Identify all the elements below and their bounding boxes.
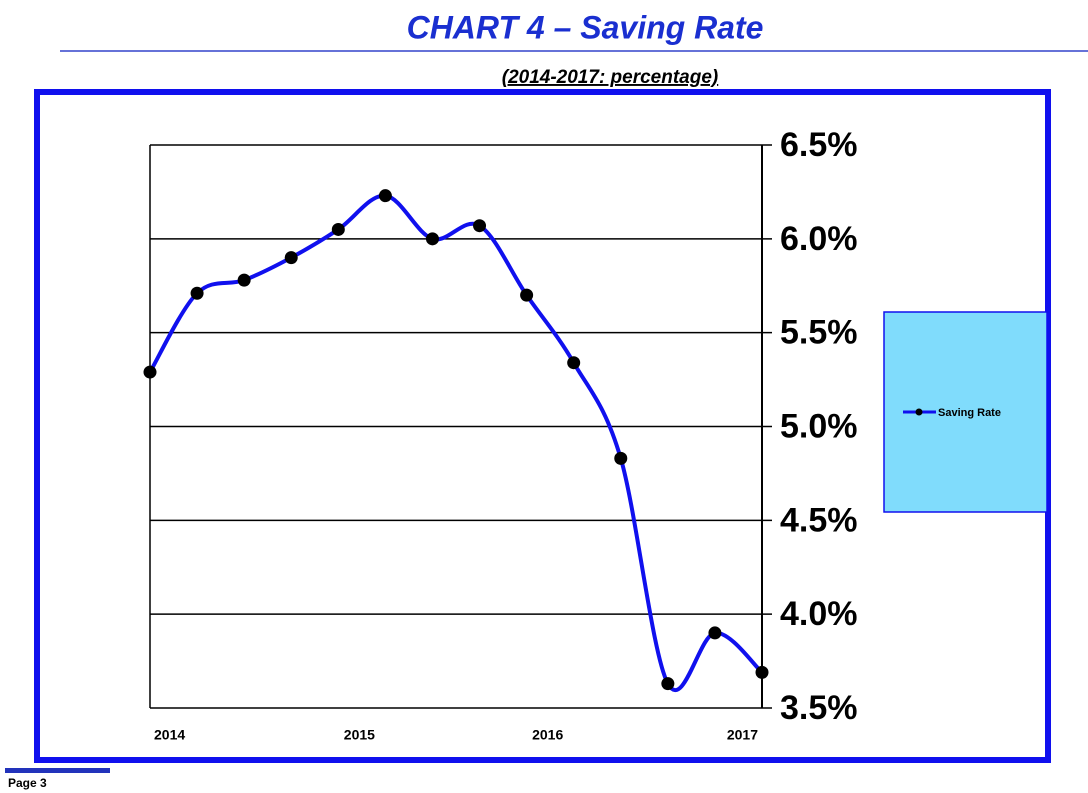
chart-subtitle: (2014-2017: percentage) xyxy=(502,67,719,88)
y-tick-label: 4.5% xyxy=(780,501,858,539)
point-marker xyxy=(661,677,675,691)
point-marker xyxy=(520,288,534,302)
x-tick-label: 2016 xyxy=(532,727,563,743)
page-number: Page 3 xyxy=(8,776,47,790)
point-marker xyxy=(331,222,345,236)
chart-title: CHART 4 – Saving Rate xyxy=(407,9,764,45)
y-tick-label: 6.0% xyxy=(780,220,858,258)
y-tick-label: 5.5% xyxy=(780,314,858,352)
series-line xyxy=(148,193,764,693)
point-marker xyxy=(143,365,157,379)
point-marker xyxy=(473,219,487,233)
point-marker xyxy=(237,273,251,287)
y-tick-label: 4.0% xyxy=(780,595,858,633)
x-tick-label: 2015 xyxy=(344,727,375,743)
legend-label: Saving Rate xyxy=(938,407,1001,419)
point-marker xyxy=(614,451,628,465)
footer-bar xyxy=(5,768,110,773)
point-marker xyxy=(755,665,769,679)
point-marker xyxy=(425,232,439,246)
legend-marker xyxy=(915,408,923,416)
y-tick-label: 6.5% xyxy=(780,126,858,164)
x-tick-label: 2017 xyxy=(727,727,758,743)
y-tick-label: 3.5% xyxy=(780,689,858,727)
point-marker xyxy=(378,189,392,203)
point-marker xyxy=(284,251,298,265)
point-marker xyxy=(567,356,581,370)
y-tick-label: 5.0% xyxy=(780,407,858,445)
frame xyxy=(34,89,1051,763)
x-tick-label: 2014 xyxy=(154,727,185,743)
point-marker xyxy=(708,626,722,640)
point-marker xyxy=(190,286,204,300)
